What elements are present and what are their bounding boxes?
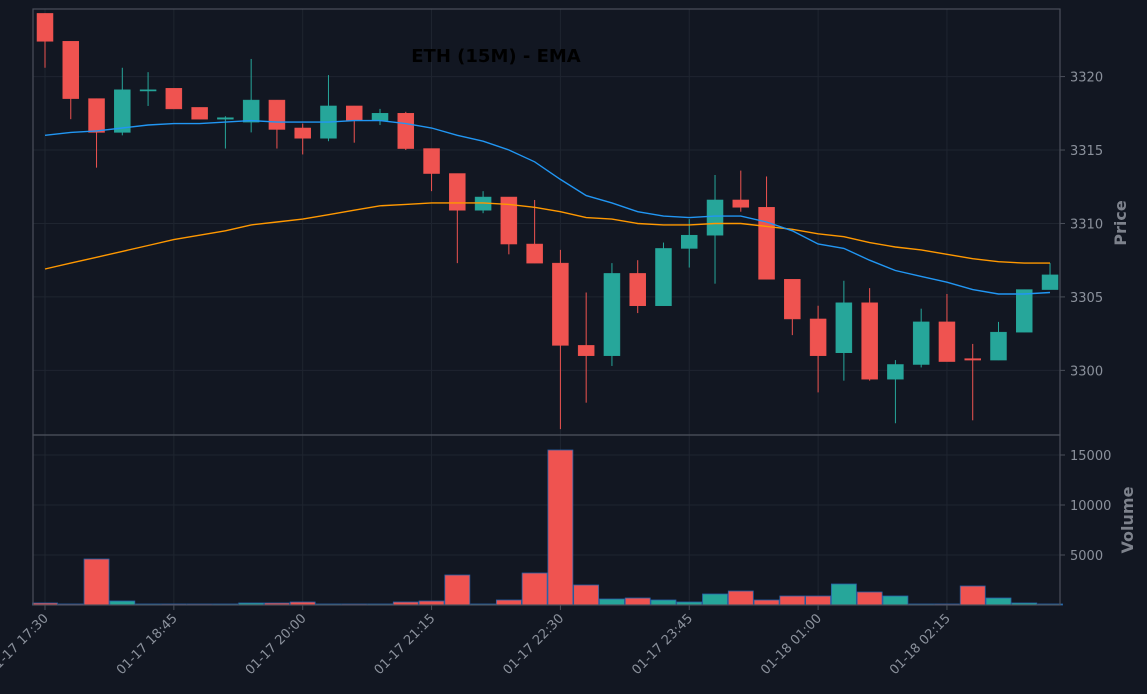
panel-frames [32, 8, 1061, 606]
candle-body-down [500, 196, 518, 245]
candle-body-down [809, 318, 827, 356]
candle-body-up [655, 248, 672, 306]
volume-bar-down [753, 599, 780, 606]
candle-body-up [835, 302, 853, 353]
candle-body-up [114, 89, 131, 133]
candle-body-down [861, 302, 878, 380]
candle-body-down [88, 98, 105, 133]
price-tick-label: 3305 [1070, 291, 1103, 306]
volume-bar-down [959, 585, 986, 606]
candle-body-down [577, 345, 595, 356]
candle-body-down [964, 358, 981, 361]
price-tick-label: 3320 [1070, 71, 1103, 86]
volume-tick-label: 5000 [1070, 549, 1103, 564]
candle-body-up [603, 273, 621, 356]
volume-bar-up [702, 593, 728, 606]
candle-body-up [681, 234, 698, 249]
price-tick-label: 3300 [1070, 364, 1103, 379]
volume-bar-up [985, 597, 1012, 606]
candle-body-up [1016, 289, 1033, 333]
ema-fast-line [44, 119, 1051, 295]
candle-body-down [294, 127, 311, 139]
price-tick-label: 3310 [1070, 217, 1103, 232]
price-tick-label: 3315 [1070, 144, 1103, 159]
price-axis: 3300 3305 3310 3315 3320 [1060, 71, 1103, 379]
candle-body-down [526, 243, 543, 264]
volume-bar-down [624, 597, 651, 606]
volume-bar-down [856, 591, 883, 606]
candle-body-down [165, 88, 183, 110]
candle-body-up [371, 113, 389, 121]
candle-body-up [706, 199, 724, 236]
candle-series [36, 13, 1059, 430]
candle-body-down [449, 173, 466, 211]
candle-body-down [191, 107, 208, 120]
volume-tick-label: 15000 [1070, 449, 1111, 464]
candle-body-down [423, 148, 440, 174]
candle-body-down [758, 207, 775, 280]
volume-bar-up [830, 583, 857, 606]
candle-body-down [552, 262, 569, 346]
volume-axis-label: Volume [1118, 486, 1137, 553]
volume-bar-up [650, 599, 677, 606]
volume-bar-down [573, 584, 600, 606]
candle-body-up [242, 99, 260, 123]
volume-bar-down [805, 595, 831, 606]
volume-bar-down [547, 449, 574, 606]
candle-body-down [36, 13, 54, 42]
chart-title: ETH (15M) - EMA [411, 46, 581, 67]
volume-panel-frame [32, 434, 1061, 606]
volume-axis: 5000 10000 15000 [1060, 449, 1111, 564]
ema-slow-line [44, 202, 1050, 270]
candle-body-up [990, 331, 1007, 361]
volume-bar-up [599, 598, 625, 606]
candle-body-down [397, 113, 415, 149]
candle-body-up [912, 321, 930, 365]
candle-body-down [732, 199, 750, 208]
volume-bar-down [495, 599, 522, 606]
volume-bar-down [779, 595, 806, 606]
volume-tick-label: 10000 [1070, 499, 1111, 514]
volume-gridlines [33, 435, 1060, 605]
candle-body-up [887, 364, 904, 380]
candle-body-down [938, 321, 956, 362]
price-axis-label: Price [1111, 200, 1130, 246]
candle-body-up [139, 89, 157, 92]
volume-bar-down [727, 590, 754, 606]
candle-body-down [62, 41, 80, 99]
candle-body-down [629, 273, 646, 306]
ema-series [44, 119, 1051, 295]
candle-body-down [268, 99, 286, 130]
candle-body-down [784, 279, 801, 320]
candle-body-down [345, 105, 363, 121]
candle-body-up [217, 117, 234, 120]
volume-bar-down [83, 558, 110, 606]
volume-bar-up [882, 595, 909, 606]
volume-bar-down [444, 574, 471, 606]
volume-bar-down [521, 572, 548, 606]
candle-body-up [1041, 274, 1059, 290]
